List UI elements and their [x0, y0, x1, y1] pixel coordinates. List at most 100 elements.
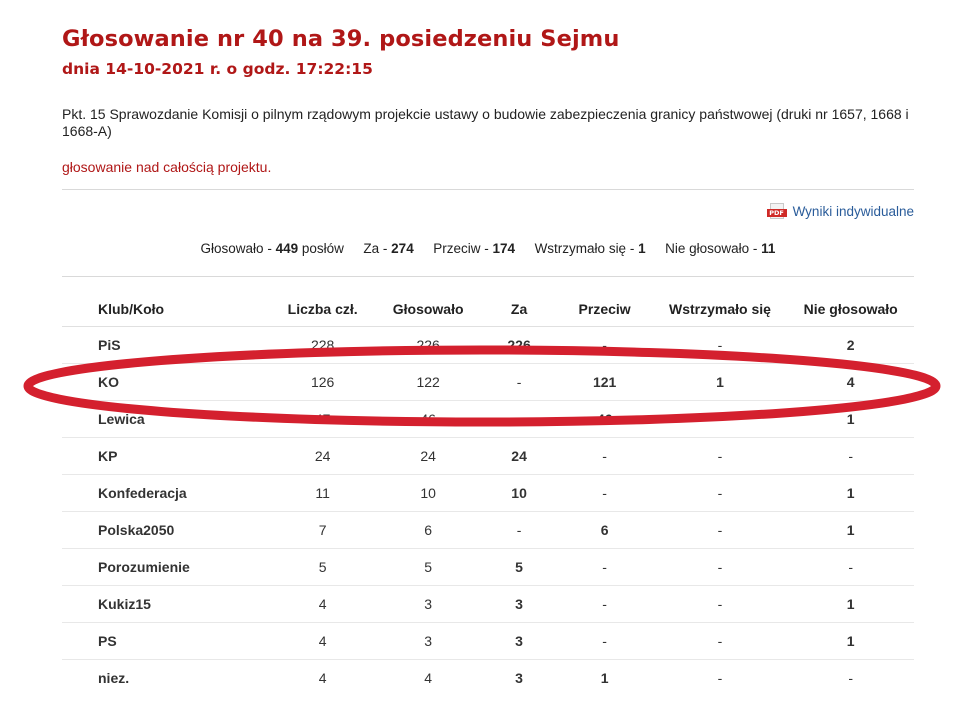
cell-voted: 3	[374, 585, 482, 623]
cell-members: 4	[270, 585, 375, 623]
pdf-icon: PDF	[766, 203, 787, 219]
cell-no: -	[556, 548, 653, 586]
cell-members: 4	[270, 659, 375, 696]
cell-club[interactable]: PiS	[62, 326, 271, 364]
voted-value: 449	[275, 241, 299, 256]
cell-yes[interactable]: 3	[481, 622, 557, 660]
col-header-absent[interactable]: Nie głosowało	[803, 301, 898, 317]
cell-club[interactable]: Konfederacja	[62, 474, 271, 512]
absent-label: Nie głosowało -	[665, 241, 762, 256]
absent-value: 11	[761, 241, 776, 256]
col-header-members[interactable]: Liczba czł.	[287, 301, 358, 317]
cell-members: 228	[270, 326, 375, 364]
cell-no[interactable]: 46	[556, 400, 653, 438]
vote-datetime: dnia 14-10-2021 r. o godz. 17:22:15	[62, 60, 373, 78]
cell-absent[interactable]: 2	[787, 326, 914, 364]
col-header-no[interactable]: Przeciw	[578, 301, 631, 317]
cell-absent[interactable]: 1	[787, 474, 914, 512]
cell-abstain: -	[652, 511, 788, 549]
no-value: 174	[492, 241, 516, 256]
voted-label: Głosowało -	[200, 241, 276, 256]
col-header-yes[interactable]: Za	[510, 301, 528, 317]
cell-yes[interactable]: 3	[481, 585, 557, 623]
cell-yes[interactable]: 3	[481, 659, 557, 696]
cell-abstain[interactable]: 1	[652, 363, 788, 401]
col-header-voted[interactable]: Głosowało	[392, 301, 464, 317]
cell-abstain: -	[652, 437, 788, 475]
cell-yes[interactable]: 226	[481, 326, 557, 364]
cell-abstain: -	[652, 659, 788, 696]
cell-absent[interactable]: 4	[787, 363, 914, 401]
voted-suffix: posłów	[298, 241, 344, 256]
cell-abstain: -	[652, 548, 788, 586]
table-row: Lewica 47 46-46-1	[62, 400, 914, 438]
cell-absent: -	[787, 659, 914, 696]
cell-no: -	[556, 622, 653, 660]
cell-members: 24	[270, 437, 375, 475]
cell-absent[interactable]: 1	[787, 511, 914, 549]
cell-yes[interactable]: 10	[481, 474, 557, 512]
cell-voted: 4	[374, 659, 482, 696]
cell-members: 47	[270, 400, 375, 438]
table-row: Kukiz15 4 3 3- -1	[62, 585, 914, 623]
table-row: PiS 228 226 226- -2	[62, 326, 914, 364]
individual-results-link[interactable]: PDF Wyniki indywidualne	[766, 203, 914, 219]
results-table: Klub/Koło Liczba czł. Głosowało Za Przec…	[62, 292, 914, 696]
cell-voted: 10	[374, 474, 482, 512]
cell-voted: 5	[374, 548, 482, 586]
cell-members: 5	[270, 548, 375, 586]
vote-subject: głosowanie nad całością projektu.	[62, 159, 272, 175]
col-header-club[interactable]: Klub/Koło	[98, 301, 165, 317]
cell-members: 126	[270, 363, 375, 401]
cell-no: -	[556, 585, 653, 623]
table-row: Polska2050 7 6-6-1	[62, 511, 914, 549]
cell-no[interactable]: 121	[556, 363, 653, 401]
cell-no: -	[556, 326, 653, 364]
cell-yes: -	[481, 511, 557, 549]
cell-no[interactable]: 1	[556, 659, 653, 696]
cell-club[interactable]: Polska2050	[62, 511, 271, 549]
cell-club[interactable]: Kukiz15	[62, 585, 271, 623]
cell-yes: -	[481, 400, 557, 438]
abstain-value: 1	[638, 241, 646, 256]
table-row: Porozumienie 5 5 5- - -	[62, 548, 914, 586]
cell-absent[interactable]: 1	[787, 622, 914, 660]
cell-abstain: -	[652, 400, 788, 438]
page-title: Głosowanie nr 40 na 39. posiedzeniu Sejm…	[62, 26, 620, 52]
vote-summary: Głosowało - 449 posłów Za - 274 Przeciw …	[62, 241, 914, 256]
cell-yes: -	[481, 363, 557, 401]
cell-abstain: -	[652, 326, 788, 364]
cell-absent[interactable]: 1	[787, 400, 914, 438]
table-row: KO 126 122-121 1 4	[62, 363, 914, 401]
cell-no: -	[556, 474, 653, 512]
cell-no: -	[556, 437, 653, 475]
abstain-label: Wstrzymało się -	[534, 241, 639, 256]
cell-yes[interactable]: 24	[481, 437, 557, 475]
cell-club[interactable]: Lewica	[62, 400, 271, 438]
cell-no[interactable]: 6	[556, 511, 653, 549]
cell-absent: -	[787, 548, 914, 586]
table-row: niez. 4 4 3 1- -	[62, 659, 914, 696]
cell-abstain: -	[652, 622, 788, 660]
cell-voted: 226	[374, 326, 482, 364]
cell-abstain: -	[652, 585, 788, 623]
cell-club[interactable]: KP	[62, 437, 271, 475]
divider	[62, 189, 914, 190]
cell-club[interactable]: PS	[62, 622, 271, 660]
cell-absent[interactable]: 1	[787, 585, 914, 623]
cell-voted: 46	[374, 400, 482, 438]
cell-members: 11	[270, 474, 375, 512]
cell-abstain: -	[652, 474, 788, 512]
yes-value: 274	[391, 241, 414, 256]
table-row: PS 4 3 3- -1	[62, 622, 914, 660]
cell-club[interactable]: Porozumienie	[62, 548, 271, 586]
cell-members: 7	[270, 511, 375, 549]
cell-club[interactable]: KO	[62, 363, 271, 401]
cell-voted: 3	[374, 622, 482, 660]
individual-results-label: Wyniki indywidualne	[792, 203, 914, 219]
cell-club[interactable]: niez.	[62, 659, 271, 696]
col-header-abstain[interactable]: Wstrzymało się	[668, 301, 771, 317]
no-label: Przeciw -	[433, 241, 493, 256]
cell-yes[interactable]: 5	[481, 548, 557, 586]
table-row: Konfederacja 11 10 10- -1	[62, 474, 914, 512]
